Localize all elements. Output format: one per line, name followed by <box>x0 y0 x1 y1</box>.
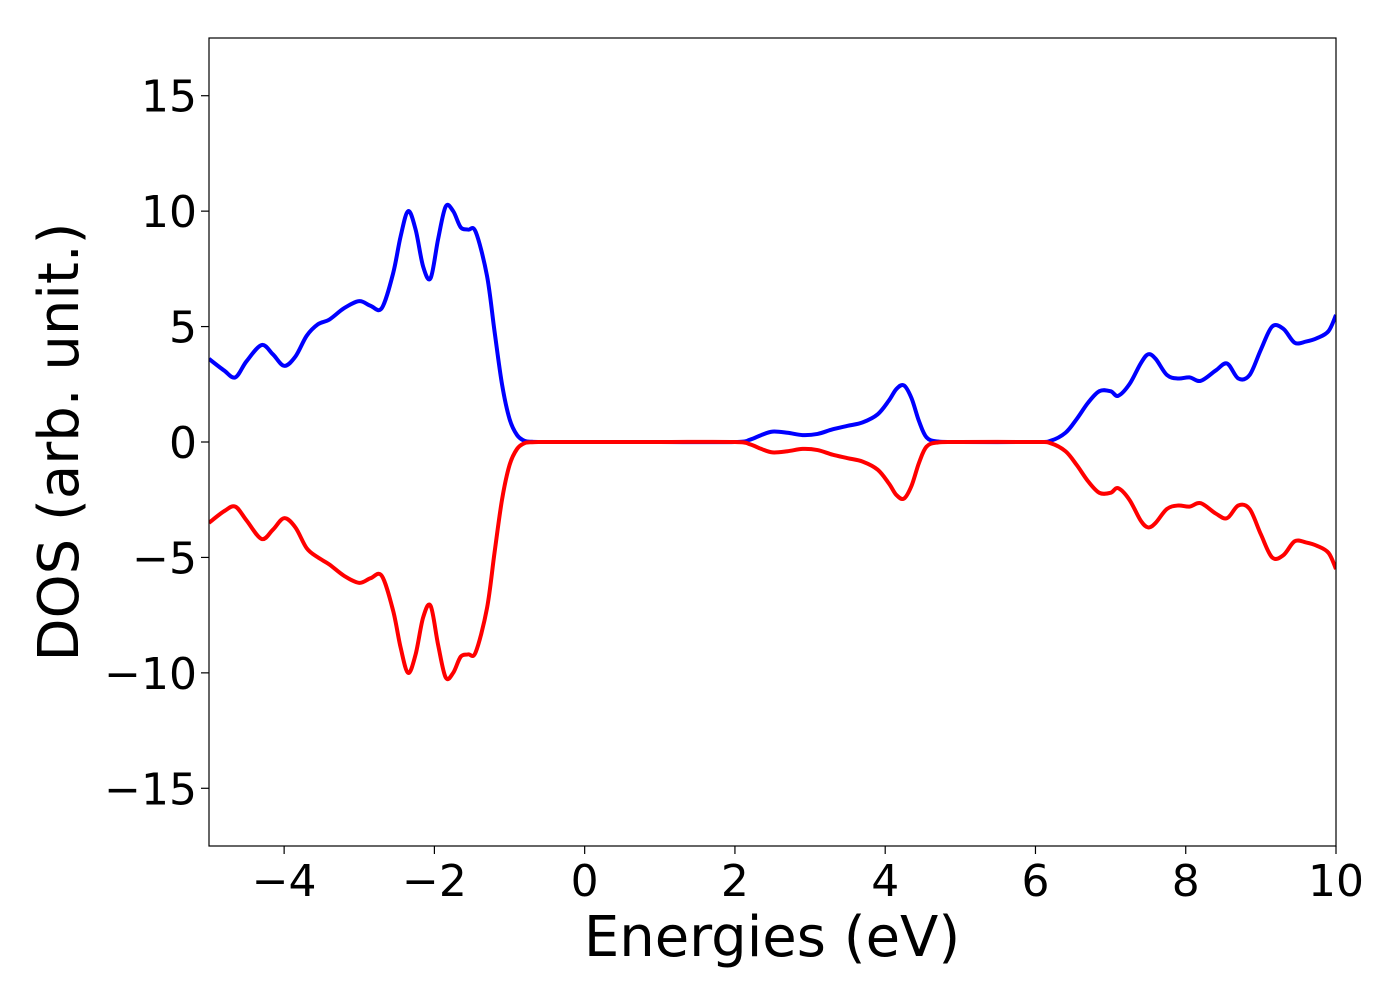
x-tick-label: 6 <box>1021 856 1049 907</box>
x-axis-label: Energies (eV) <box>584 905 960 970</box>
x-tick-label: 0 <box>571 856 599 907</box>
x-axis-ticks: −4 −2 0 2 4 6 8 10 <box>252 846 1364 907</box>
series-line-2 <box>209 439 1336 682</box>
y-tick-label: 15 <box>141 72 197 123</box>
series-layer <box>209 202 1336 682</box>
x-tick-label: −4 <box>252 856 317 907</box>
y-tick-label: 0 <box>169 418 197 469</box>
x-tick-label: 8 <box>1172 856 1200 907</box>
y-tick-label: −10 <box>104 649 197 700</box>
x-tick-label: −2 <box>402 856 467 907</box>
y-tick-label: 10 <box>141 187 197 238</box>
x-tick-label: 10 <box>1308 856 1364 907</box>
x-tick-label: 2 <box>721 856 749 907</box>
y-tick-label: −5 <box>132 533 197 584</box>
series-line-1 <box>209 202 1336 445</box>
x-tick-label: 4 <box>871 856 899 907</box>
y-tick-label: 5 <box>169 303 197 354</box>
y-axis-label: DOS (arb. unit.) <box>27 222 92 661</box>
y-tick-label: −15 <box>104 764 197 815</box>
y-axis-ticks: −15 −10 −5 0 5 10 15 <box>104 72 209 815</box>
